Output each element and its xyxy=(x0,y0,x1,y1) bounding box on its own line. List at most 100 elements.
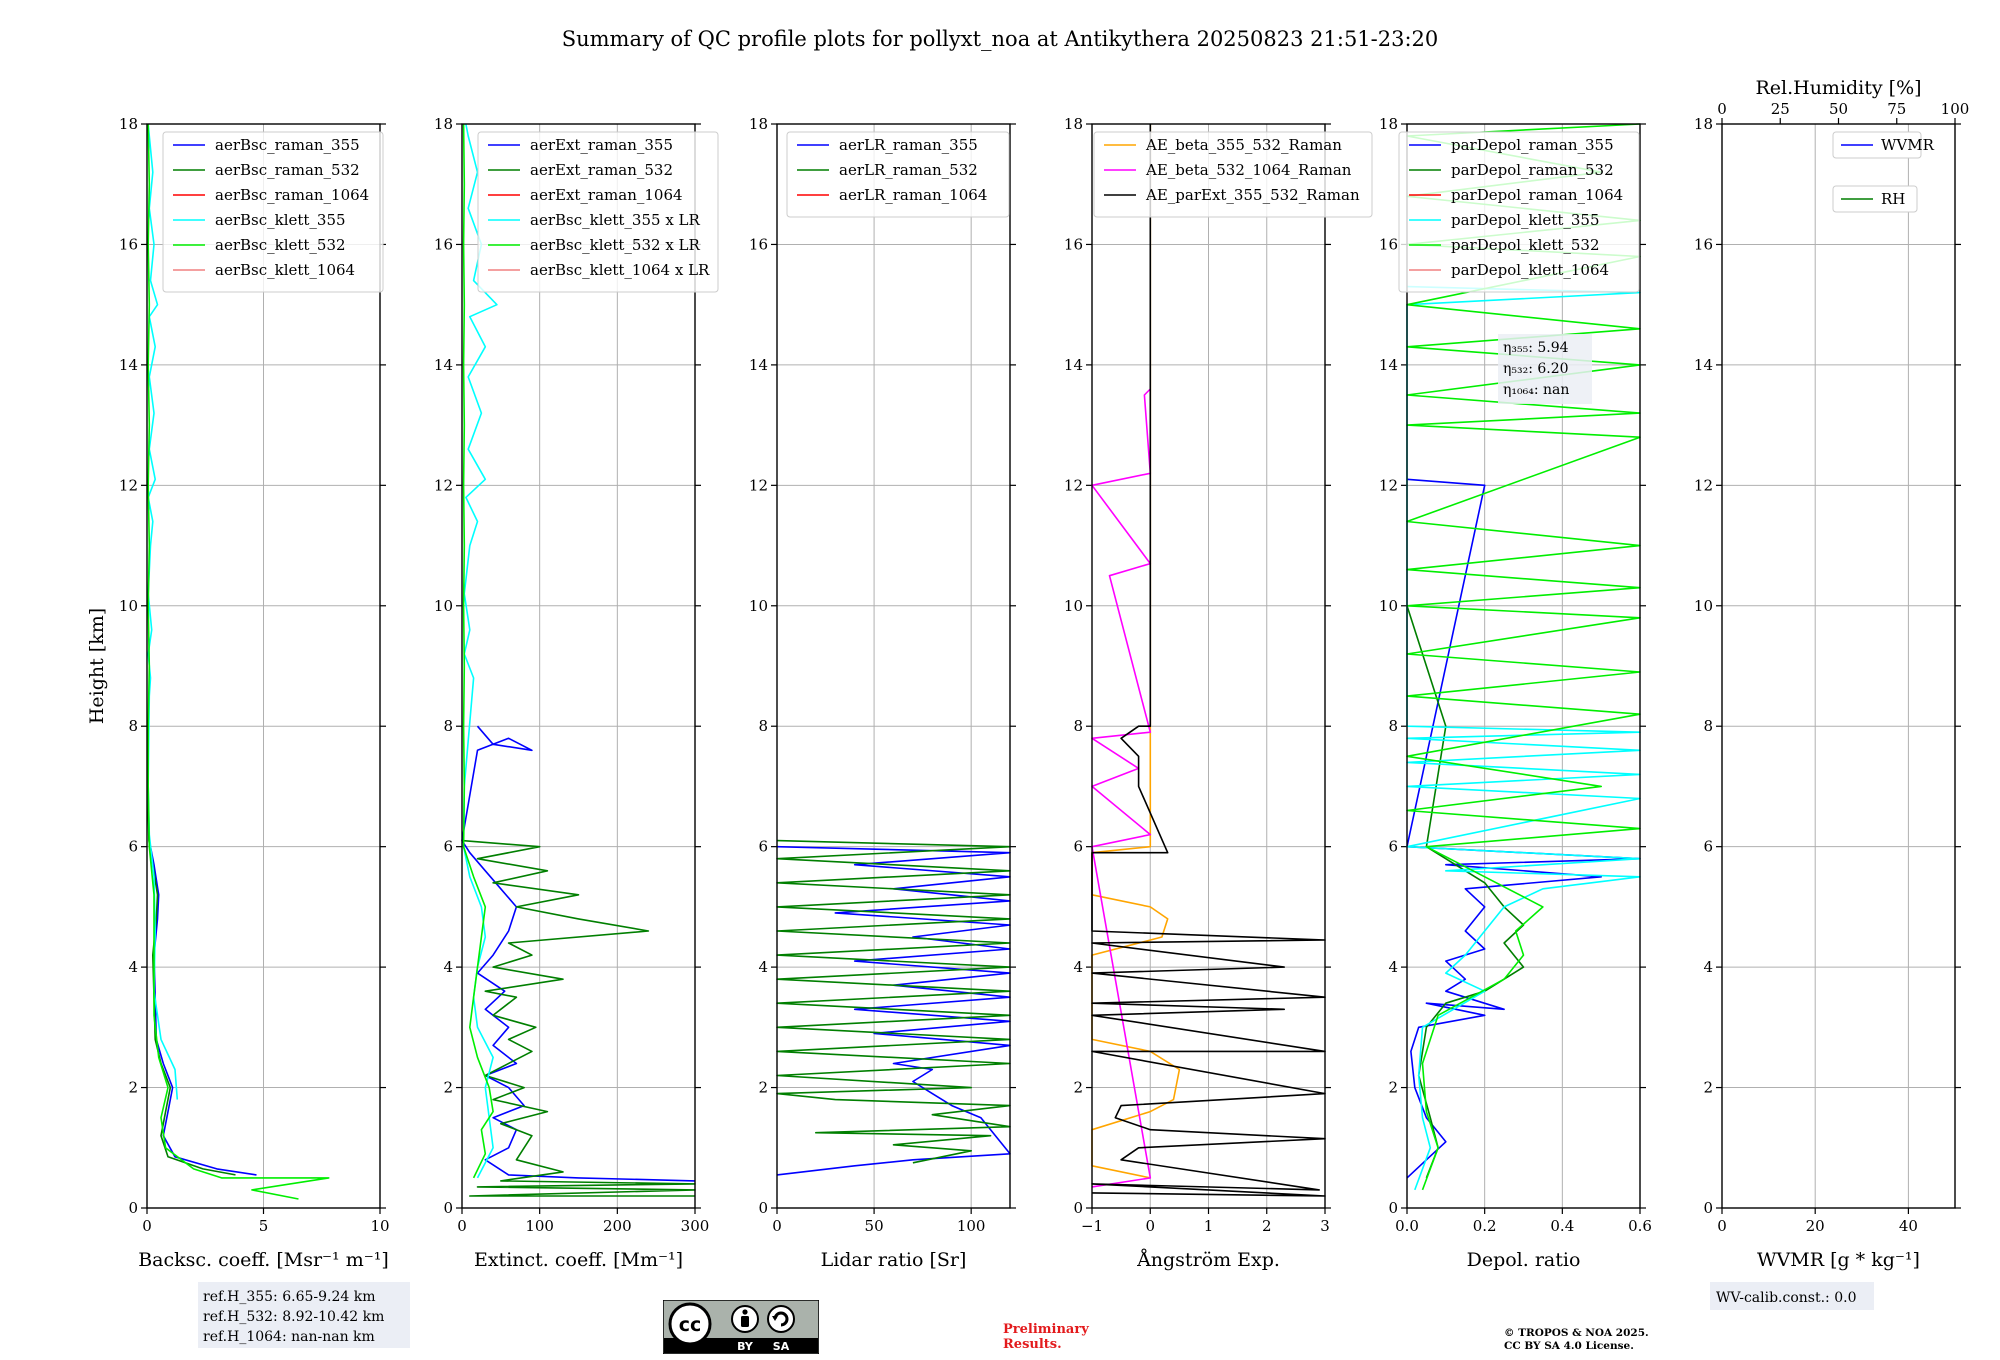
axes-frame xyxy=(776,123,1011,1209)
y-tick-label: 0 xyxy=(758,1199,768,1217)
x-axis-label: Backsc. coeff. [Msr⁻¹ m⁻¹] xyxy=(138,1249,389,1271)
y-tick-label: 4 xyxy=(1703,958,1713,976)
y-tick-label: 4 xyxy=(758,958,768,976)
series-aerBsc-klett-532 xyxy=(147,123,330,1200)
legend-label: aerLR_raman_355 xyxy=(839,136,978,154)
x-tick-label: 300 xyxy=(681,1217,710,1235)
x-tick-label: 20 xyxy=(1806,1217,1825,1235)
y-tick-label: 12 xyxy=(749,476,768,494)
cc-sa-label: SA xyxy=(773,1340,790,1353)
y-tick-label: 18 xyxy=(749,115,768,133)
y-tick-label: 12 xyxy=(1694,476,1713,494)
x-tick-label: 40 xyxy=(1899,1217,1918,1235)
legend-label: aerBsc_klett_1064 xyxy=(215,261,355,279)
legend-label: parDepol_klett_532 xyxy=(1451,236,1600,254)
y-tick-label: 18 xyxy=(434,115,453,133)
x-tick-label: 5 xyxy=(259,1217,269,1235)
legend-box xyxy=(786,131,1010,218)
y-tick-label: 4 xyxy=(1073,958,1083,976)
y-tick-label: 8 xyxy=(1388,717,1398,735)
y-tick-label: 14 xyxy=(1064,356,1083,374)
series-aerLR-raman-355 xyxy=(776,845,1011,1176)
y-tick-label: 16 xyxy=(434,235,453,253)
y-tick-label: 6 xyxy=(128,838,138,856)
x-tick-label: 0 xyxy=(142,1217,152,1235)
y-tick-label: 0 xyxy=(1073,1199,1083,1217)
legend-box xyxy=(1093,131,1373,218)
ref-height-text: ref.H_355: 6.65-9.24 km xyxy=(203,1289,376,1305)
x-tick-label: 0.6 xyxy=(1628,1217,1652,1235)
cc-by-sa-badge: cc BY SA xyxy=(662,1299,820,1355)
series-AE-beta-532-1064-Raman xyxy=(1091,388,1152,1188)
axes-frame xyxy=(1721,123,1956,1209)
svg-text:cc: cc xyxy=(679,1314,702,1336)
eta-box xyxy=(1498,334,1592,404)
preliminary-note: Preliminary Results. xyxy=(1003,1322,1089,1352)
y-tick-label: 0 xyxy=(1388,1199,1398,1217)
axes-frame xyxy=(146,123,381,1209)
cc-logo-icon: cc BY SA xyxy=(662,1299,820,1355)
y-tick-label: 10 xyxy=(749,597,768,615)
x-tick-label: 200 xyxy=(603,1217,632,1235)
x-axis-label: Lidar ratio [Sr] xyxy=(821,1249,967,1271)
y-tick-label: 12 xyxy=(1064,476,1083,494)
y-tick-label: 6 xyxy=(443,838,453,856)
eta-text: η₁₀₆₄: nan xyxy=(1503,382,1569,398)
y-tick-label: 18 xyxy=(1379,115,1398,133)
legend-box xyxy=(1832,131,1922,159)
y-tick-label: 10 xyxy=(1694,597,1713,615)
y-tick-label: 4 xyxy=(128,958,138,976)
x-tick-label: 0 xyxy=(772,1217,782,1235)
y-tick-label: 14 xyxy=(1694,356,1713,374)
legend-label: aerLR_raman_1064 xyxy=(839,186,987,204)
legend-box xyxy=(162,131,384,293)
x-tick-label: 0 xyxy=(1717,1217,1727,1235)
y-tick-label: 16 xyxy=(119,235,138,253)
legend-label: WVMR xyxy=(1881,136,1935,154)
legend-label: parDepol_raman_355 xyxy=(1451,136,1614,154)
axes-frame xyxy=(461,123,696,1209)
y-tick-label: 16 xyxy=(1379,235,1398,253)
y-tick-label: 14 xyxy=(1379,356,1398,374)
legend-label: aerExt_raman_532 xyxy=(530,161,673,179)
x-tick-label: 1 xyxy=(1204,1217,1214,1235)
axes-frame xyxy=(1091,123,1326,1209)
y-axis-label: Height [km] xyxy=(86,608,108,724)
x-tick-label: 0 xyxy=(1145,1217,1155,1235)
legend-label: parDepol_raman_1064 xyxy=(1451,186,1623,204)
wv-calib-box xyxy=(1710,1282,1874,1310)
y-tick-label: 8 xyxy=(128,717,138,735)
x-tick-label: 50 xyxy=(865,1217,884,1235)
series-aerExt-raman-355 xyxy=(461,725,696,1182)
y-tick-label: 14 xyxy=(749,356,768,374)
copyright-line-2: CC BY SA 4.0 License. xyxy=(1504,1340,1634,1352)
legend-box xyxy=(1832,185,1918,213)
eta-text: η₃₅₅: 5.94 xyxy=(1503,340,1569,356)
panel-5: 0 2 4 6 8 10 12 14 16 18 0.0 0.2 0.4 0.6 Depol. ratio p… xyxy=(1379,115,1652,1271)
x-top-tick-label: 0 xyxy=(1717,100,1727,118)
y-tick-label: 10 xyxy=(434,597,453,615)
y-tick-label: 4 xyxy=(1388,958,1398,976)
y-tick-label: 14 xyxy=(119,356,138,374)
y-tick-label: 12 xyxy=(1379,476,1398,494)
copyright-line-1: © TROPOS & NOA 2025. xyxy=(1504,1327,1649,1339)
y-tick-label: 4 xyxy=(443,958,453,976)
x-top-tick-label: 75 xyxy=(1887,100,1906,118)
legend-label: RH xyxy=(1881,190,1905,208)
legend-label: aerBsc_raman_532 xyxy=(215,161,360,179)
y-tick-label: 2 xyxy=(128,1079,138,1097)
x-tick-label: 3 xyxy=(1320,1217,1330,1235)
y-tick-label: 16 xyxy=(1694,235,1713,253)
x-tick-label: 100 xyxy=(525,1217,554,1235)
legend-box xyxy=(477,131,719,293)
series-AE-parExt-355-532-Raman xyxy=(1091,124,1326,1197)
legend-label: aerExt_raman_355 xyxy=(530,136,673,154)
preliminary-line-2: Results. xyxy=(1003,1337,1062,1352)
ref-height-box xyxy=(198,1282,410,1348)
panel-2: 0 2 4 6 8 10 12 14 16 18 0 100 200 300 Extinct. coeff.… xyxy=(434,115,719,1271)
series-parDepol-klett-355 xyxy=(1406,285,1641,1191)
series-parDepol-raman-355 xyxy=(1406,478,1641,1179)
